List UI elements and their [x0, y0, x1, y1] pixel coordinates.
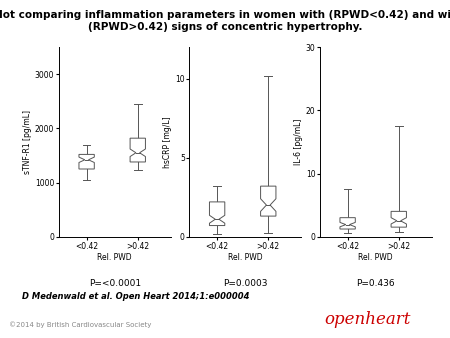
Text: P=0.436: P=0.436: [356, 279, 395, 288]
Text: ©2014 by British Cardiovascular Society: ©2014 by British Cardiovascular Society: [9, 321, 151, 328]
Text: Box plot comparing inflammation parameters in women with (RPWD<0.42) and without: Box plot comparing inflammation paramete…: [0, 10, 450, 32]
Text: P=<0.0001: P=<0.0001: [89, 279, 141, 288]
X-axis label: Rel. PWD: Rel. PWD: [228, 252, 262, 262]
X-axis label: Rel. PWD: Rel. PWD: [98, 252, 132, 262]
Y-axis label: IL-6 [pg/mL]: IL-6 [pg/mL]: [294, 119, 303, 165]
Polygon shape: [79, 154, 94, 169]
Text: D Medenwald et al. Open Heart 2014;1:e000004: D Medenwald et al. Open Heart 2014;1:e00…: [22, 292, 250, 301]
Polygon shape: [209, 202, 225, 225]
Text: openheart: openheart: [324, 311, 410, 328]
Polygon shape: [391, 211, 406, 227]
Polygon shape: [130, 138, 145, 162]
Y-axis label: hsCRP [mg/L]: hsCRP [mg/L]: [163, 116, 172, 168]
X-axis label: Rel. PWD: Rel. PWD: [359, 252, 393, 262]
Y-axis label: sTNF-R1 [pg/mL]: sTNF-R1 [pg/mL]: [23, 110, 32, 174]
Polygon shape: [340, 218, 356, 229]
Polygon shape: [261, 186, 276, 216]
Text: P=0.0003: P=0.0003: [223, 279, 267, 288]
